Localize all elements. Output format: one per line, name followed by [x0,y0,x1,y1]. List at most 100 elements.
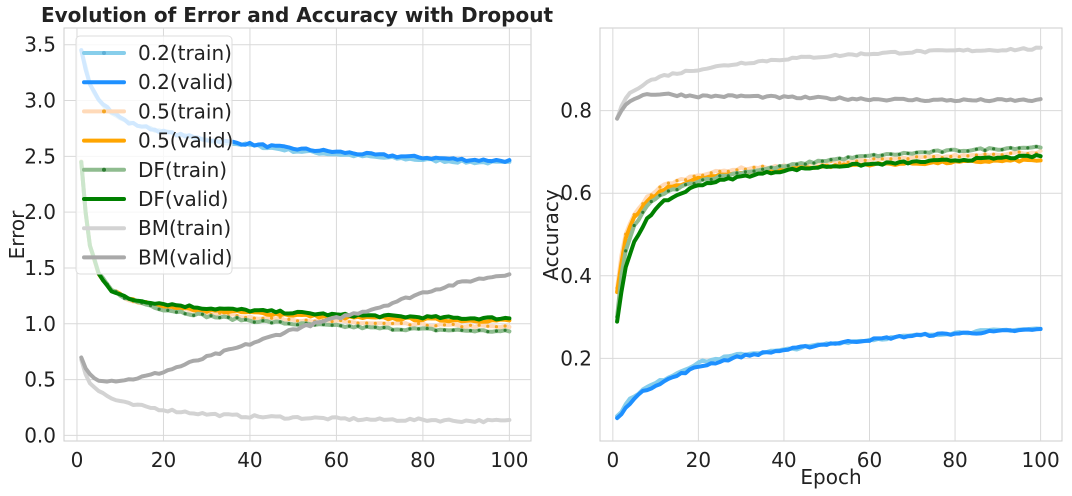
accuracy-chart-y-ticks: 0.2 0.4 0.6 0.8 [560,99,592,371]
error-series-marker [391,321,395,326]
accuracy-series-marker [632,223,636,228]
accuracy-series-marker [709,177,713,182]
error-series-marker [417,327,421,331]
accuracy-series-line-2 [615,327,1043,421]
accuracy-series-marker [906,157,910,161]
accuracy-series-marker [649,383,653,387]
accuracy-series-marker [675,188,679,192]
accuracy-series-marker [684,183,688,187]
accuracy-series-marker [735,171,739,175]
error-y-tick-label: 0.5 [24,368,56,392]
accuracy-series-marker [838,156,842,160]
legend-label-df-valid: DF(valid) [138,187,228,211]
accuracy-series-marker [872,153,876,157]
error-series-marker [468,329,473,333]
error-series-marker [391,328,395,332]
accuracy-series-marker [726,354,730,358]
error-series-marker [278,147,282,151]
accuracy-series-marker [701,358,705,363]
error-series-marker [261,319,265,323]
error-y-tick-label: 1.5 [24,256,56,280]
accuracy-series-marker [957,155,961,159]
error-series-marker [460,325,464,329]
error-series-marker [477,323,481,327]
accuracy-series-marker [1034,145,1038,149]
accuracy-series-marker [906,151,910,155]
error-series-marker [356,321,360,325]
accuracy-series-marker [709,358,713,362]
error-series-marker [174,310,178,314]
error-series-marker [287,322,291,326]
error-chart-panel: 0 20 40 60 80 100 0.0 0.5 1.0 1.5 2.0 2.5 3.0 3.5 Ev… [5,3,553,472]
accuracy-y-tick-label: 0.4 [560,264,592,288]
error-series-marker [434,328,438,333]
error-series-markers-df-train [79,160,507,334]
accuracy-series-marker [684,178,688,182]
error-series-marker [365,325,369,329]
accuracy-series-marker [726,169,730,173]
accuracy-series-marker [709,171,713,175]
accuracy-series-marker [983,148,987,152]
error-series-marker [460,328,464,332]
error-series-marker [339,153,343,157]
accuracy-series-marker [761,167,765,171]
accuracy-series-marker [838,161,842,165]
error-y-tick-label: 2.0 [24,200,56,224]
error-series-marker [244,318,248,322]
accuracy-series-marker [752,169,756,173]
legend-label-0-5-valid: 0.5(valid) [138,129,233,153]
error-x-tick-label: 60 [324,448,349,472]
accuracy-series-marker [1009,151,1013,155]
accuracy-chart-y-axis-label: Accuracy [539,189,563,280]
accuracy-series-marker [795,162,799,166]
error-series-marker [209,314,213,318]
error-series-marker [442,323,447,327]
error-series-marker [494,329,498,333]
legend-label-0-2-train: 0.2(train) [138,41,232,65]
error-series-marker [330,323,334,327]
accuracy-series-marker [932,149,936,153]
accuracy-series-marker [940,150,944,154]
error-series-line-bm-train [79,357,512,425]
error-series-marker [434,324,438,328]
error-series-marker [347,320,351,324]
error-series-marker [330,319,334,324]
error-series-marker [451,160,455,164]
accuracy-series-marker [846,160,850,164]
error-series-marker [451,328,455,332]
accuracy-series-marker [915,150,919,155]
accuracy-series-marker [897,156,902,160]
accuracy-series-marker [855,154,859,159]
legend-label-df-train: DF(train) [138,158,227,182]
accuracy-series-marker [769,165,773,169]
accuracy-series-marker [718,169,722,173]
accuracy-series-marker [880,157,884,161]
accuracy-x-tick-label: 20 [686,448,711,472]
accuracy-series-marker [675,179,679,183]
legend-marker-0-2-train [102,51,106,55]
accuracy-series-marker [752,165,756,169]
accuracy-series-marker [880,153,884,157]
accuracy-y-tick-label: 0.6 [560,181,592,205]
accuracy-series-marker [966,149,970,153]
accuracy-series-marker [846,155,850,159]
accuracy-chart-panel: 0 20 40 60 80 100 0.2 0.4 0.6 0.8 Epoch Accuracy [539,27,1063,489]
error-series-line-df-valid [79,160,512,322]
accuracy-series-marker [624,249,628,253]
error-x-tick-label: 40 [237,448,262,472]
accuracy-series-marker [1009,146,1013,150]
accuracy-series-markers-5 [615,145,1038,319]
error-x-tick-label: 0 [71,448,84,472]
error-chart-title: Evolution of Error and Accuracy with Dro… [41,3,554,27]
error-series-marker [373,321,377,325]
accuracy-series-marker [923,155,927,159]
accuracy-series-marker [666,189,671,193]
accuracy-series-line-8 [615,91,1043,121]
error-series-marker [192,313,196,317]
accuracy-series-marker [957,149,961,153]
error-chart-y-axis-label: Error [5,210,29,260]
accuracy-series-marker [949,148,953,152]
error-series-marker [486,330,490,334]
error-series-marker [339,324,343,328]
